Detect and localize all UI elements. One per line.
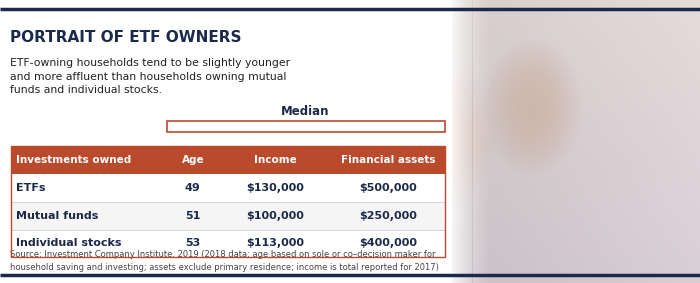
Bar [10, 230, 444, 257]
Bar [462, 0, 463, 283]
Bar [10, 146, 444, 174]
Text: PORTRAIT OF ETF OWNERS: PORTRAIT OF ETF OWNERS [10, 30, 242, 45]
Bar [491, 0, 492, 283]
Bar [475, 0, 476, 283]
Text: $100,000: $100,000 [246, 211, 304, 221]
Text: 49: 49 [185, 183, 201, 193]
Text: $130,000: $130,000 [246, 183, 304, 193]
Text: ETFs: ETFs [16, 183, 46, 193]
Bar [454, 0, 455, 283]
Text: ETF-owning households tend to be slightly younger
and more affluent than househo: ETF-owning households tend to be slightl… [10, 58, 290, 95]
Bar [490, 0, 491, 283]
Bar [167, 121, 444, 132]
Bar [482, 0, 483, 283]
Bar [481, 0, 482, 283]
Text: Median: Median [281, 105, 330, 118]
Text: 51: 51 [185, 211, 200, 221]
Bar [470, 0, 472, 283]
Bar [489, 0, 490, 283]
Bar [10, 202, 444, 230]
Text: $500,000: $500,000 [359, 183, 417, 193]
Bar [458, 0, 459, 283]
Text: $113,000: $113,000 [246, 238, 304, 248]
Bar [452, 0, 454, 283]
Bar [484, 0, 485, 283]
Bar [460, 0, 461, 283]
Bar [480, 0, 481, 283]
Bar [486, 0, 487, 283]
Bar [456, 0, 458, 283]
Text: $400,000: $400,000 [359, 238, 417, 248]
Text: Mutual funds: Mutual funds [16, 211, 99, 221]
Text: Financial assets: Financial assets [341, 155, 435, 165]
Bar [466, 0, 468, 283]
Text: Individual stocks: Individual stocks [16, 238, 122, 248]
Bar [473, 0, 475, 283]
Bar [479, 0, 480, 283]
Bar [461, 0, 462, 283]
Bar [459, 0, 460, 283]
Text: Income: Income [254, 155, 297, 165]
Bar [455, 0, 456, 283]
Bar [477, 0, 479, 283]
Bar [463, 0, 464, 283]
Text: Investments owned: Investments owned [16, 155, 132, 165]
Bar [0, 0, 452, 283]
Text: 53: 53 [186, 238, 200, 248]
Bar [476, 0, 477, 283]
Bar [465, 0, 466, 283]
Bar [469, 0, 470, 283]
Bar [10, 146, 444, 257]
Text: Source: Investment Company Institute, 2019 (2018 data; age based on sole or co–d: Source: Investment Company Institute, 20… [10, 250, 440, 272]
Text: Age: Age [181, 155, 204, 165]
Bar [468, 0, 469, 283]
Bar [487, 0, 489, 283]
Text: $250,000: $250,000 [359, 211, 417, 221]
Bar [483, 0, 484, 283]
Bar [10, 174, 444, 202]
Bar [485, 0, 486, 283]
Bar [464, 0, 465, 283]
